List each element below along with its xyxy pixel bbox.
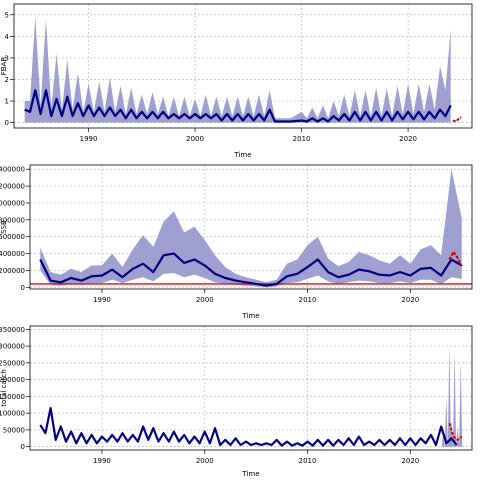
y-tick-label: 5 [5,11,9,19]
y-tick-label: 300000 [0,343,25,351]
y-tick-label: 1200000 [0,183,25,191]
y-axis-label: SSB [0,220,8,234]
x-tick-label: 1990 [80,135,98,143]
x-tick-label: 2010 [299,457,317,465]
y-tick-label: 100000 [0,410,25,418]
y-axis-label: total catch [0,369,8,406]
median-line [24,89,452,123]
y-tick-label: 1400000 [0,166,25,174]
plot-frame [29,164,473,290]
y-axis-label: FBAR [0,57,8,76]
uncertainty-spike [453,349,457,447]
y-tick-label: 250000 [0,359,25,367]
y-tick-label: 150000 [0,393,25,401]
uncertainty-band [24,16,451,123]
y-tick-label: 400000 [0,250,25,258]
projection-line [448,422,463,442]
y-tick-label: 200000 [0,267,25,275]
uncertainty-spike [444,396,448,447]
y-tick-label: 2 [5,76,9,84]
y-tick-label: 3 [5,54,9,62]
y-tick-label: 50000 [3,426,25,434]
x-axis-label: Time [241,470,259,478]
median-line [39,407,458,447]
x-tick-label: 2020 [399,135,417,143]
median-line [39,252,463,287]
uncertainty-spike [459,359,463,447]
x-tick-label: 1990 [93,296,111,304]
x-tick-label: 2000 [196,457,214,465]
x-tick-label: 1990 [93,457,111,465]
x-tick-label: 2000 [186,135,204,143]
uncertainty-spike [456,426,460,447]
y-tick-label: 0 [21,284,25,292]
y-tick-label: 800000 [0,216,25,224]
y-tick-label: 4 [5,33,10,41]
x-tick-label: 2020 [401,457,419,465]
y-tick-label: 350000 [0,326,25,334]
ssb-panel: 1990 2000 2010 2020 0 200000 400000 600000 80000… [0,164,473,320]
plot-frame [29,325,473,451]
fbar-panel: 1990 2000 2010 2020 0 1 2 3 4 5 Time FBAR [0,3,473,159]
y-tick-label: 600000 [0,233,25,241]
y-tick-label: 1000000 [0,199,25,207]
projection-line [452,116,462,123]
x-tick-label: 2020 [401,296,419,304]
x-axis-label: Time [241,312,259,320]
catch-panel: 1990 2000 2010 2020 0 50000 100000 150000 200000… [0,325,473,478]
x-tick-label: 2010 [299,296,317,304]
y-tick-label: 200000 [0,376,25,384]
x-tick-label: 2000 [196,296,214,304]
uncertainty-spike [447,342,451,447]
x-axis-label: Time [233,151,251,159]
uncertainty-band [40,169,462,288]
y-tick-label: 0 [5,119,9,127]
y-tick-label: 1 [5,98,9,106]
x-tick-label: 2010 [293,135,311,143]
y-tick-label: 0 [21,443,25,451]
projection-line [448,249,463,267]
plot-frame [13,3,473,129]
uncertainty-spike [441,433,445,447]
